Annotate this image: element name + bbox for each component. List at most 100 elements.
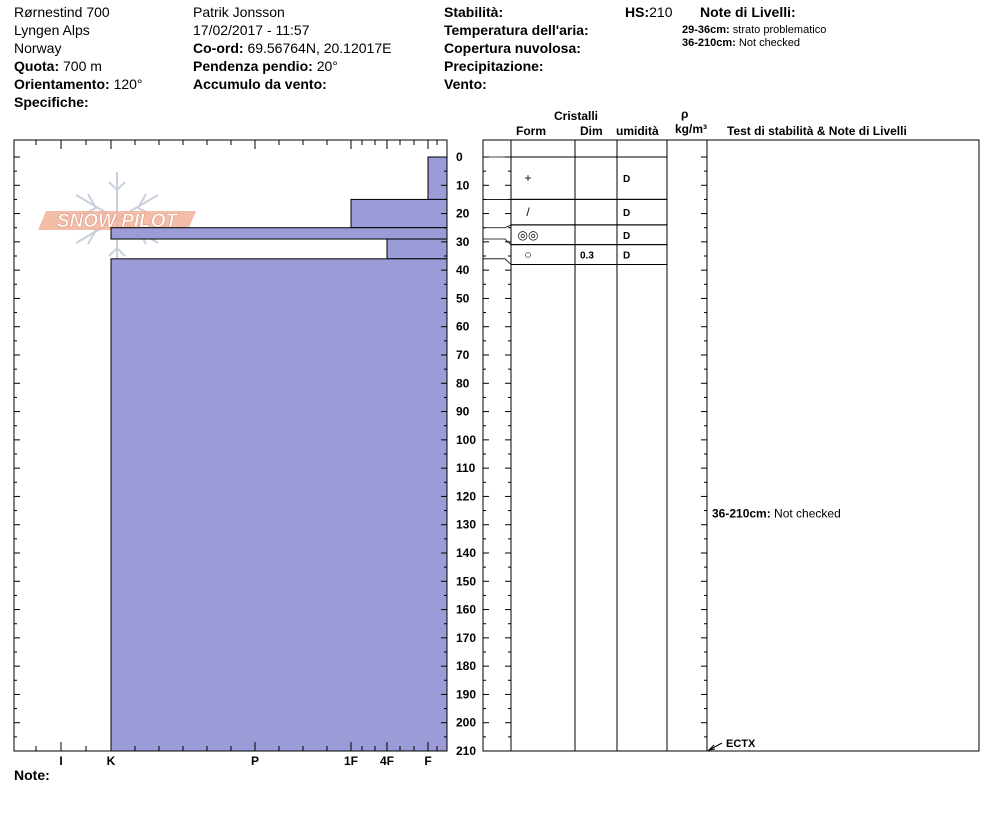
hardness-tick-label: F <box>424 754 431 768</box>
watermark-banner <box>38 211 196 230</box>
depth-tick-label: 60 <box>456 320 470 334</box>
wind-loading-label: Accumulo da vento: <box>193 76 327 92</box>
layer-note-2-range: 36-210cm: <box>682 37 736 49</box>
location-name: Rørnestind 700 <box>14 4 110 20</box>
coordinates: Co-ord: 69.56764N, 20.12017E <box>193 39 391 57</box>
layer-notes-title: Note di Livelli: <box>700 4 796 20</box>
density-symbol: ρ <box>681 107 689 121</box>
layer-note-2: 36-210cm: Not checked <box>682 37 800 50</box>
layer-size: 0.3 <box>580 251 594 262</box>
hardness-tick-label: K <box>107 754 116 768</box>
depth-tick-label: 170 <box>456 631 476 645</box>
depth-tick-label: 0 <box>456 150 463 164</box>
mountain-range: Lyngen Alps <box>14 22 90 38</box>
depth-tick-label: 40 <box>456 263 470 277</box>
snow-height: HS:210 <box>625 3 672 21</box>
layer-moisture: D <box>623 174 630 185</box>
wind-label: Vento: <box>444 76 487 92</box>
air-temperature-label: Temperatura dell'aria: <box>444 22 589 38</box>
depth-tick-label: 190 <box>456 687 476 701</box>
layer-moisture: D <box>623 251 630 262</box>
depth-tick-label: 20 <box>456 207 470 221</box>
depth-tick-label: 80 <box>456 376 470 390</box>
depth-tick-label: 160 <box>456 603 476 617</box>
depth-tick-label: 100 <box>456 433 476 447</box>
stability-test-label: ECTX <box>726 738 756 750</box>
depth-tick-label: 140 <box>456 546 476 560</box>
depth-tick-label: 30 <box>456 235 470 249</box>
form-header: Form <box>516 124 546 138</box>
layer-connector <box>483 258 512 265</box>
depth-tick-label: 150 <box>456 574 476 588</box>
layer-moisture: D <box>623 208 630 219</box>
coord-label: Co-ord: <box>193 40 244 56</box>
layer-note-1-text: strato problematico <box>732 24 827 36</box>
hardness-bar-5 <box>110 258 448 752</box>
stability-test-arrowhead <box>707 744 716 751</box>
crystals-header: Cristalli <box>554 109 599 123</box>
precipitation-label: Precipitazione: <box>444 58 544 74</box>
layer-table-frame <box>482 139 980 752</box>
coord-value: 69.56764N, 20.12017E <box>247 40 392 56</box>
hardness-bar-2 <box>350 198 448 229</box>
layer-annotation: 36-210cm: Not checked <box>712 506 841 520</box>
hardness-bar-1 <box>427 156 448 200</box>
depth-tick-label: 10 <box>456 178 470 192</box>
aspect-value: 120° <box>113 76 143 92</box>
rounded-grains-icon: ○ <box>524 248 531 262</box>
stability-label: Stabilità: <box>444 4 504 20</box>
snowpilot-watermark: SNOW PILOT <box>38 172 196 266</box>
depth-tick-label: 180 <box>456 659 476 673</box>
elevation: Quota: 700 m <box>14 57 102 75</box>
aspect: Orientamento: 120° <box>14 75 143 93</box>
specifics-label: Specifiche: <box>14 94 89 110</box>
hardness-bar-4 <box>386 238 448 260</box>
hardness-bar-3 <box>110 227 448 240</box>
slope-value: 20° <box>316 58 338 74</box>
layer-connector <box>483 238 512 245</box>
precipitation-particles-icon: + <box>524 171 531 185</box>
observer-name: Patrik Jonsson <box>193 4 285 20</box>
annotation-range: 36-210cm: <box>712 506 774 520</box>
slope: Pendenza pendio: 20° <box>193 57 338 75</box>
aspect-label: Orientamento: <box>14 76 110 92</box>
layer-note-1: 29-36cm: strato problematico <box>682 24 826 37</box>
layer-note-1-range: 29-36cm: <box>682 24 730 36</box>
melt-freeze-crust-icon: ◎◎ <box>518 228 539 242</box>
depth-tick-label: 130 <box>456 518 476 532</box>
hardness-tick-label: P <box>251 754 259 768</box>
hardness-tick-label: 1F <box>344 754 358 768</box>
hs-value: 210 <box>649 4 673 20</box>
elevation-value: 700 m <box>63 58 102 74</box>
hardness-tick-label: 4F <box>380 754 394 768</box>
slope-label: Pendenza pendio: <box>193 58 313 74</box>
observation-datetime: 17/02/2017 - 11:57 <box>193 22 310 38</box>
elevation-label: Quota: <box>14 58 60 74</box>
layer-rows: + D / D ◎◎ D ○ 0.3 D <box>483 156 667 265</box>
depth-axis: 0 10 20 30 40 50 60 70 80 90 100 110 120 130 140 150 160… <box>456 150 476 758</box>
hardness-axes <box>13 139 707 752</box>
density-unit: kg/m³ <box>675 122 708 136</box>
hardness-axis: I K P 1F 4F F <box>59 754 431 768</box>
depth-tick-label: 200 <box>456 716 476 730</box>
stability-annotations: 36-210cm: Not checked ECTX <box>707 506 841 751</box>
sky-cover-label: Copertura nuvolosa: <box>444 40 581 56</box>
size-header: Dim <box>580 124 603 138</box>
depth-tick-label: 210 <box>456 744 476 758</box>
hardness-bars <box>110 156 448 752</box>
note-label: Note: <box>14 767 50 783</box>
moisture-header: umidità <box>616 124 659 138</box>
watermark-text: SNOW PILOT <box>57 211 179 232</box>
layer-note-2-text: Not checked <box>738 37 801 49</box>
layer-moisture: D <box>623 231 630 242</box>
stability-test-arrow <box>708 742 723 751</box>
decomposing-fragments-icon: / <box>526 205 530 219</box>
layer-table <box>482 139 980 752</box>
depth-tick-label: 70 <box>456 348 470 362</box>
notes-header: Test di stabilità & Note di Livelli <box>727 124 907 138</box>
country: Norway <box>14 40 62 56</box>
layer-connector <box>483 224 512 229</box>
depth-tick-label: 120 <box>456 489 476 503</box>
depth-tick-label: 90 <box>456 405 470 419</box>
